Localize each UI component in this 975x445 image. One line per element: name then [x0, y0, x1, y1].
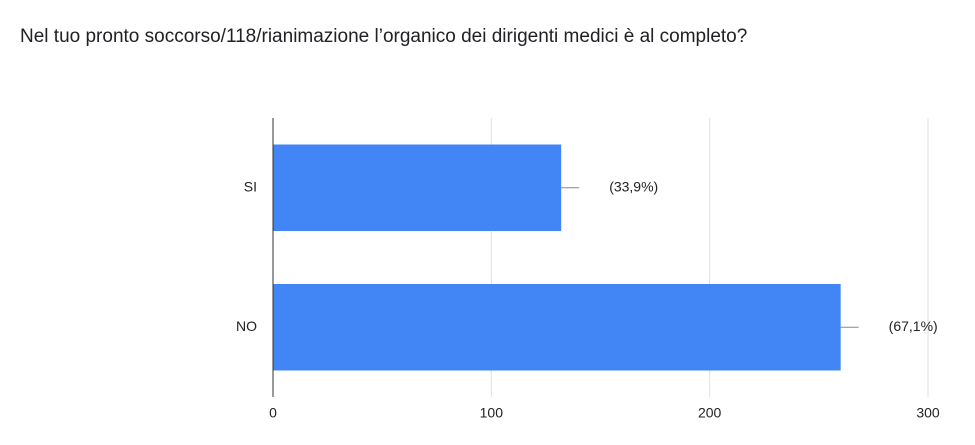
bar	[273, 284, 841, 371]
x-tick-label: 0	[269, 405, 277, 421]
y-tick-label: SI	[244, 178, 257, 194]
bar	[273, 144, 562, 231]
x-tick-label: 100	[480, 405, 504, 421]
data-label: (33,9%)	[609, 178, 658, 194]
data-label: (67,1%)	[889, 318, 938, 334]
x-tick-label: 300	[916, 405, 940, 421]
chart-title: Nel tuo pronto soccorso/118/rianimazione…	[20, 26, 747, 47]
x-tick-label: 200	[698, 405, 722, 421]
y-tick-label: NO	[236, 318, 257, 334]
